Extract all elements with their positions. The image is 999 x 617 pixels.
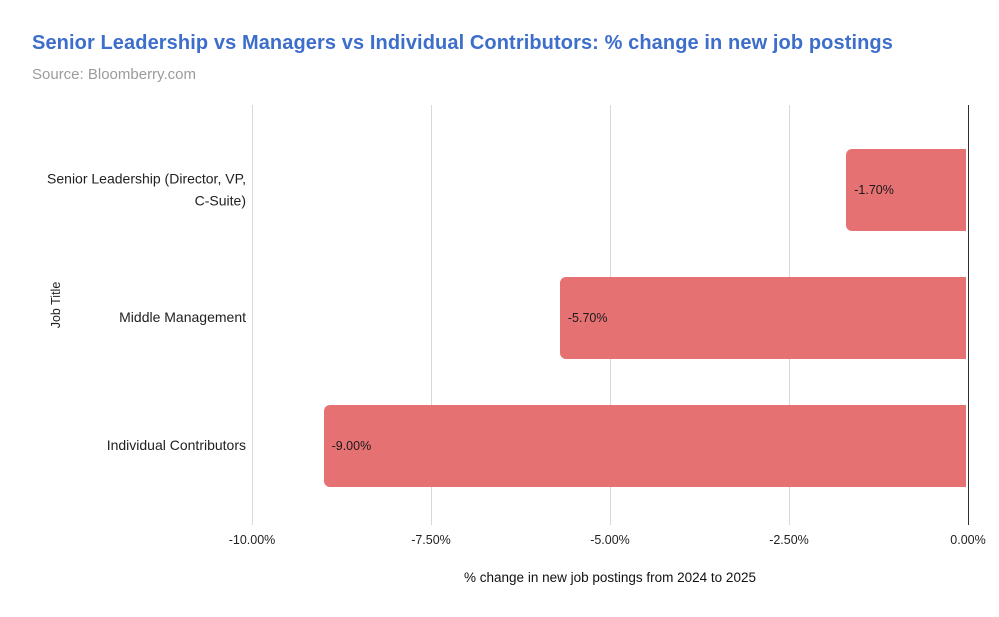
bar-value-label: -5.70%: [567, 311, 608, 325]
gridline: [251, 105, 253, 525]
category-label: Middle Management: [119, 309, 246, 326]
bar: -1.70%: [846, 149, 967, 231]
x-tick-label: -10.00%: [228, 533, 276, 547]
category-label: Senior Leadership (Director, VP, C-Suite…: [47, 170, 246, 208]
bar: -5.70%: [559, 277, 967, 359]
bar-value-label: -9.00%: [331, 439, 372, 453]
chart-source-subtitle: Source: Bloomberry.com: [32, 66, 196, 83]
bar-value-label: -1.70%: [854, 183, 894, 197]
category-label: Individual Contributors: [106, 437, 246, 454]
x-tick-label: -7.50%: [411, 533, 451, 547]
x-tick-label: 0.00%: [950, 533, 986, 547]
gridline: [430, 105, 432, 525]
x-axis-title: % change in new job postings from 2024 t…: [464, 570, 756, 585]
bar: -9.00%: [323, 405, 967, 487]
x-tick-label: -5.00%: [590, 533, 630, 547]
zero-axis-line: [967, 105, 969, 525]
x-tick-label: -2.50%: [769, 533, 809, 547]
y-axis-title: Job Title: [49, 281, 63, 329]
chart-title: Senior Leadership vs Managers vs Individ…: [32, 32, 893, 54]
